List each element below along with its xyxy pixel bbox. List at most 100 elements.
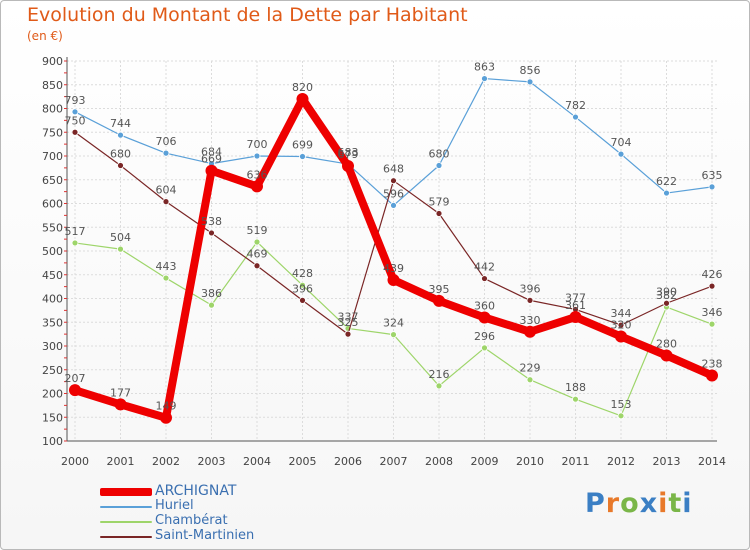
- x-tick-label: 2003: [198, 455, 226, 468]
- x-tick-label: 2006: [334, 455, 362, 468]
- data-label-chamb-rat: 153: [611, 398, 632, 411]
- logo-letter: r: [605, 488, 621, 519]
- unit-label: (en €): [27, 29, 63, 43]
- data-label-archignat: 636: [247, 168, 268, 181]
- data-point-saint-martinien: [526, 296, 534, 304]
- data-label-saint-martinien: 396: [292, 282, 313, 295]
- data-point-huriel: [299, 153, 306, 160]
- data-point-archignat: [433, 294, 445, 307]
- data-label-huriel: 704: [611, 136, 632, 149]
- data-label-saint-martinien: 396: [520, 282, 541, 295]
- data-label-huriel: 680: [429, 148, 450, 161]
- y-tick-label: 800: [42, 103, 63, 116]
- data-label-huriel: 635: [702, 169, 723, 182]
- legend-label: ARCHIGNAT: [155, 483, 237, 499]
- x-tick-label: 2007: [380, 455, 408, 468]
- y-tick-label: 100: [42, 435, 63, 448]
- data-label-archignat: 361: [565, 299, 586, 312]
- data-point-archignat: [478, 311, 491, 324]
- data-point-huriel: [526, 78, 534, 86]
- data-label-huriel: 684: [201, 146, 222, 159]
- data-label-chamb-rat: 517: [65, 225, 86, 238]
- data-label-archignat: 177: [110, 386, 131, 399]
- logo-letter: t: [668, 488, 683, 519]
- data-label-saint-martinien: 604: [156, 184, 177, 197]
- data-point-chamb-rat: [617, 412, 625, 420]
- data-point-archignat: [660, 349, 673, 362]
- data-label-chamb-rat: 216: [429, 368, 450, 381]
- data-label-archignat: 679: [338, 148, 359, 161]
- y-tick-label: 850: [42, 79, 63, 92]
- data-label-archignat: 669: [201, 153, 222, 166]
- data-label-chamb-rat: 188: [565, 381, 586, 394]
- x-tick-label: 2009: [471, 455, 499, 468]
- data-label-chamb-rat: 324: [383, 317, 404, 330]
- x-tick-label: 2014: [698, 455, 726, 468]
- data-label-archignat: 820: [292, 81, 313, 94]
- data-point-saint-martinien: [617, 321, 625, 329]
- x-tick-label: 2001: [107, 455, 135, 468]
- data-label-huriel: 863: [474, 61, 495, 74]
- data-point-chamb-rat: [435, 382, 443, 390]
- logo-letter: P: [585, 488, 606, 519]
- y-tick-label: 550: [42, 221, 63, 234]
- data-point-archignat: [69, 384, 81, 397]
- y-tick-label: 300: [42, 340, 63, 353]
- data-point-saint-martinien: [344, 330, 352, 338]
- data-point-archignat: [114, 398, 127, 411]
- data-label-saint-martinien: 426: [702, 268, 723, 281]
- data-point-saint-martinien: [117, 162, 124, 169]
- data-label-saint-martinien: 344: [611, 307, 632, 320]
- data-label-saint-martinien: 648: [383, 163, 404, 176]
- data-point-chamb-rat: [162, 274, 170, 282]
- legend-label: Huriel: [155, 498, 194, 513]
- data-label-saint-martinien: 579: [429, 195, 450, 208]
- logo-letter: o: [620, 488, 640, 519]
- data-point-archignat: [205, 164, 218, 177]
- x-tick-label: 2010: [516, 455, 544, 468]
- data-point-archignat: [160, 411, 172, 424]
- chart-title: Evolution du Montant de la Dette par Hab…: [27, 4, 468, 26]
- x-tick-label: 2004: [243, 455, 271, 468]
- x-tick-label: 2005: [289, 455, 317, 468]
- line-chart: 1001502002503003504004505005506006507007…: [42, 55, 726, 468]
- data-point-archignat: [342, 159, 354, 172]
- data-point-huriel: [481, 75, 488, 82]
- data-label-archignat: 207: [65, 372, 86, 385]
- data-label-huriel: 782: [565, 99, 586, 112]
- y-tick-label: 600: [42, 198, 63, 211]
- data-point-chamb-rat: [253, 238, 261, 246]
- data-point-archignat: [251, 180, 263, 193]
- data-point-saint-martinien: [663, 299, 670, 307]
- data-label-huriel: 699: [292, 138, 313, 151]
- data-point-chamb-rat: [390, 331, 397, 339]
- data-point-archignat: [569, 311, 582, 324]
- legend-label: Saint-Martinien: [155, 528, 255, 543]
- data-point-chamb-rat: [71, 239, 79, 247]
- proxiti-logo: Proxiti: [585, 488, 693, 519]
- data-label-chamb-rat: 346: [702, 306, 723, 319]
- logo-letter: i: [658, 488, 669, 519]
- data-point-huriel: [253, 152, 261, 160]
- y-tick-label: 150: [42, 411, 63, 424]
- data-point-huriel: [117, 131, 124, 139]
- data-point-huriel: [390, 201, 397, 209]
- data-point-huriel: [617, 150, 625, 158]
- data-label-huriel: 596: [383, 187, 404, 200]
- data-label-saint-martinien: 750: [65, 114, 86, 127]
- legend-swatch: [100, 521, 152, 523]
- series-group: [69, 75, 718, 424]
- legend-swatch: [100, 536, 152, 538]
- data-label-archignat: 238: [702, 357, 723, 370]
- data-label-huriel: 744: [110, 117, 131, 130]
- logo-letter: x: [639, 488, 659, 519]
- y-tick-label: 900: [42, 55, 63, 68]
- logo-letter: i: [682, 488, 693, 519]
- data-label-chamb-rat: 519: [247, 224, 268, 237]
- data-label-chamb-rat: 382: [656, 289, 677, 302]
- data-point-chamb-rat: [299, 281, 306, 289]
- data-point-archignat: [387, 273, 400, 286]
- data-label-huriel: 683: [338, 146, 359, 159]
- data-labels: 793 744 706 684 700 699 683 596 680 863 856 782 704 6…: [65, 61, 723, 413]
- data-point-huriel: [708, 183, 716, 191]
